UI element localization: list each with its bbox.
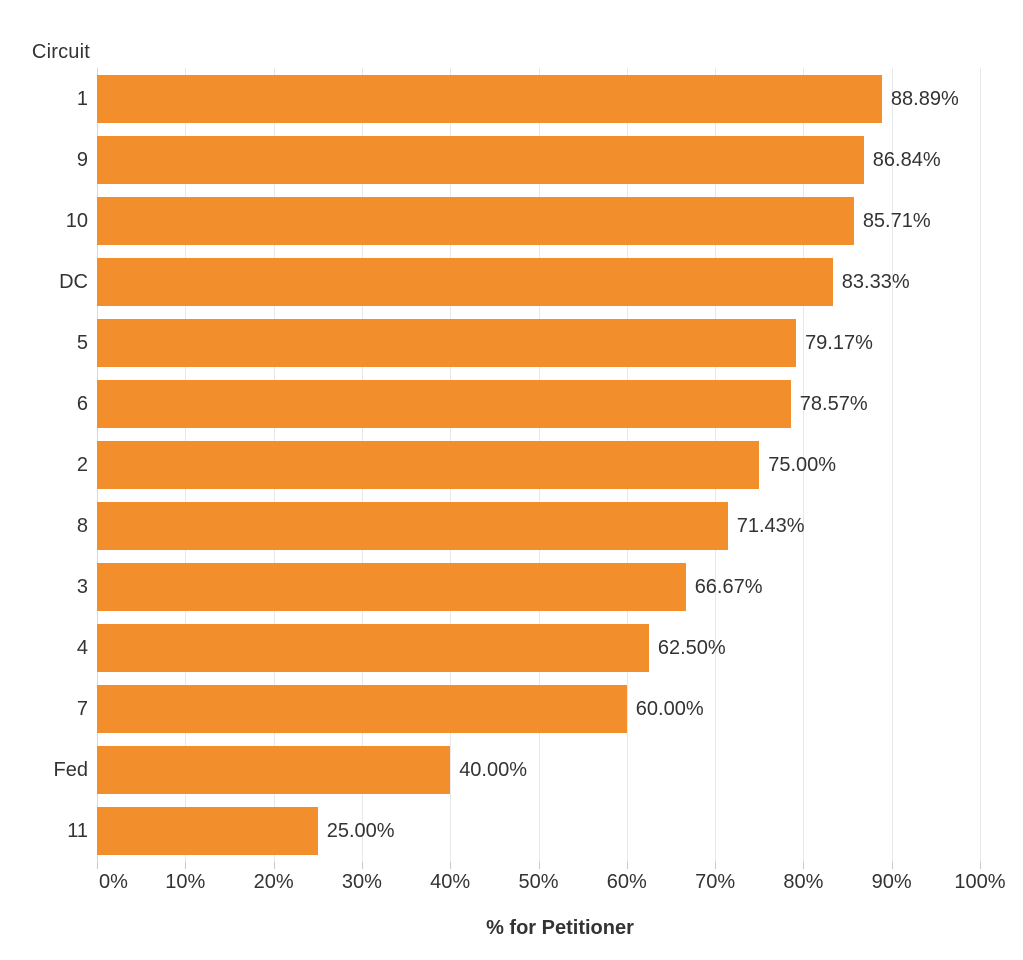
- x-axis-tick-label-40pct: 40%: [430, 871, 471, 893]
- bar-circuit-11[interactable]: [97, 807, 318, 856]
- bar-value-label-circuit-3: 66.67%: [694, 576, 763, 599]
- category-label-circuit-5: 5: [76, 331, 88, 354]
- category-label-circuit-10: 10: [65, 209, 88, 232]
- category-label-circuit-3: 3: [76, 576, 88, 599]
- bar-circuit-8[interactable]: [97, 502, 728, 551]
- bar-circuit-3[interactable]: [97, 563, 686, 612]
- x-axis-tick-label-50pct: 50%: [518, 871, 559, 893]
- bar-circuit-DC[interactable]: [97, 257, 833, 306]
- x-axis-tick-70pct: [715, 862, 717, 869]
- row-field-label: Circuit: [31, 41, 90, 63]
- category-label-circuit-11: 11: [67, 820, 88, 843]
- bar-circuit-6[interactable]: [97, 379, 791, 428]
- bar-value-label-circuit-7: 60.00%: [635, 698, 704, 721]
- x-axis-tick-50pct: [538, 862, 540, 869]
- category-label-circuit-Fed: Fed: [53, 759, 88, 782]
- x-axis-title: % for Petitioner: [486, 917, 634, 939]
- x-axis-tick-40pct: [450, 862, 452, 869]
- gridline-80pct: [803, 68, 805, 862]
- bar-value-label-circuit-Fed: 40.00%: [459, 759, 528, 782]
- x-axis-tick-label-20pct: 20%: [253, 871, 294, 893]
- bar-value-label-circuit-1: 88.89%: [890, 87, 959, 110]
- x-axis-tick-60pct: [626, 862, 628, 869]
- bar-value-label-circuit-2: 75.00%: [768, 453, 837, 476]
- bar-value-label-circuit-8: 71.43%: [736, 515, 805, 538]
- category-label-circuit-4: 4: [76, 637, 88, 660]
- bar-circuit-7[interactable]: [97, 685, 627, 734]
- bar-value-label-circuit-DC: 83.33%: [841, 270, 910, 293]
- bar-circuit-Fed[interactable]: [97, 746, 451, 795]
- bar-circuit-10[interactable]: [97, 196, 854, 245]
- bar-circuit-9[interactable]: [97, 135, 864, 184]
- bar-circuit-1[interactable]: [97, 74, 882, 123]
- category-label-circuit-6: 6: [76, 392, 88, 415]
- x-axis-tick-20pct: [273, 862, 275, 869]
- category-label-circuit-8: 8: [76, 515, 88, 538]
- x-axis-tick-label-90pct: 90%: [871, 871, 912, 893]
- category-label-circuit-2: 2: [76, 453, 88, 476]
- x-axis-tick-80pct: [803, 862, 805, 869]
- x-axis-tick-label-80pct: 80%: [783, 871, 824, 893]
- bar-circuit-2[interactable]: [97, 440, 760, 489]
- x-axis-tick-label-60pct: 60%: [606, 871, 647, 893]
- bar-value-label-circuit-9: 86.84%: [872, 148, 941, 171]
- x-axis-tick-100pct: [980, 862, 981, 869]
- plot-area: 88.89% 86.84% 85.71% 83.33% 79.17% 78.57% 75.0…: [97, 68, 1023, 862]
- bar-value-label-circuit-11: 25.00%: [326, 820, 395, 843]
- bar-value-label-circuit-6: 78.57%: [799, 392, 868, 415]
- x-axis-tick-label-0pct: 0%: [99, 871, 128, 893]
- bar-value-label-circuit-5: 79.17%: [805, 331, 873, 354]
- gridline-100pct: [980, 68, 981, 862]
- x-axis-tick-label-100pct: 100%: [954, 871, 1006, 893]
- category-label-circuit-9: 9: [76, 148, 88, 171]
- gridline-90pct: [891, 68, 893, 862]
- bar-value-label-circuit-4: 62.50%: [657, 637, 726, 660]
- x-axis-tick-30pct: [361, 862, 363, 869]
- x-axis-tick-10pct: [185, 862, 187, 869]
- bar-value-label-circuit-10: 85.71%: [862, 209, 931, 232]
- bar-circuit-4[interactable]: [97, 624, 649, 673]
- x-axis-tick-90pct: [891, 862, 893, 869]
- x-axis-tick-label-10pct: 10%: [165, 871, 206, 893]
- x-axis-tick-label-30pct: 30%: [341, 871, 382, 893]
- x-axis-tick-0pct: [97, 862, 98, 869]
- category-label-circuit-1: 1: [76, 87, 88, 110]
- category-label-circuit-DC: DC: [59, 270, 88, 293]
- x-axis-tick-label-70pct: 70%: [695, 871, 736, 893]
- bar-circuit-5[interactable]: [97, 318, 797, 367]
- category-label-circuit-7: 7: [76, 698, 88, 721]
